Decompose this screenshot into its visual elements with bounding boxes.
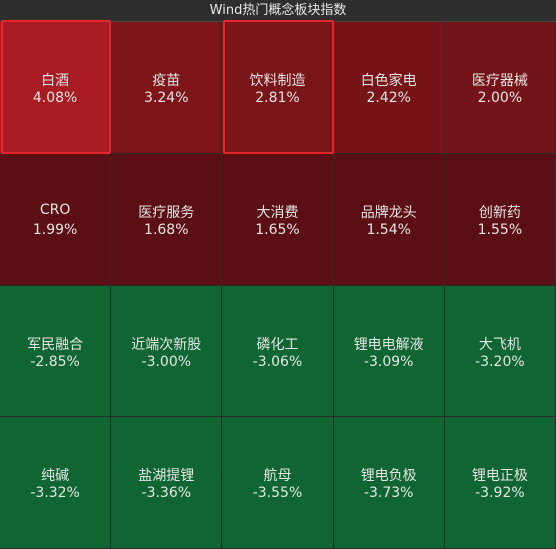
heatmap-cell: 白色家电 2.42%: [333, 22, 445, 154]
cell-value: 1.54%: [366, 221, 411, 238]
heatmap-cell: 锂电负极 -3.73%: [333, 417, 445, 549]
heatmap-cell: 军民融合 -2.85%: [0, 285, 112, 418]
heatmap-cell: 医疗器械 2.00%: [444, 22, 556, 154]
cell-value: 2.42%: [366, 90, 411, 106]
heatmap-cell: CRO 1.99%: [0, 153, 112, 286]
cell-value: 2.00%: [477, 90, 523, 106]
cell-name: 近端次新股: [131, 336, 202, 353]
heatmap-cell: 大消费 1.65%: [222, 153, 334, 286]
heatmap-cell: 磷化工 -3.06%: [222, 285, 334, 418]
cell-value: -3.32%: [30, 485, 80, 502]
cell-value: -3.55%: [252, 485, 303, 502]
cell-value: -3.00%: [141, 353, 192, 370]
cell-value: 1.68%: [144, 221, 189, 238]
cell-name: 军民融合: [27, 336, 84, 353]
cell-value: -3.92%: [475, 485, 525, 502]
cell-value: -3.73%: [363, 485, 414, 502]
cell-value: 1.99%: [32, 221, 78, 238]
cell-name: 医疗服务: [138, 204, 195, 221]
cell-value: -3.09%: [363, 353, 414, 370]
panel-title: Wind热门概念板块指数: [0, 0, 556, 22]
cell-value: -3.06%: [252, 353, 303, 370]
heatmap-cell: 创新药 1.55%: [444, 153, 556, 286]
heatmap-cell: 疫苗 3.24%: [111, 22, 223, 154]
heatmap-cell: 锂电正极 -3.92%: [444, 417, 556, 549]
heatmap-cell: 锂电电解液 -3.09%: [333, 285, 445, 418]
heatmap-cell: 医疗服务 1.68%: [111, 153, 223, 286]
heatmap-cell: 纯碱 -3.32%: [0, 417, 112, 549]
cell-value: 1.55%: [477, 221, 523, 238]
cell-value: 4.08%: [32, 90, 78, 106]
heatmap-cell: 白酒 4.08%: [0, 22, 112, 154]
cell-name: 大消费: [256, 204, 299, 221]
cell-value: 1.65%: [255, 221, 300, 238]
cell-name: 纯碱: [41, 468, 70, 485]
cell-name: 疫苗: [152, 73, 181, 89]
cell-value: -3.20%: [475, 353, 525, 370]
cell-name: 品牌龙头: [360, 204, 417, 221]
highlight-box: [1, 20, 112, 154]
cell-name: CRO: [39, 201, 71, 218]
cell-name: 锂电负极: [360, 468, 417, 485]
cell-name: 磷化工: [256, 336, 299, 353]
cell-name: 锂电电解液: [353, 336, 424, 353]
cell-value: 2.81%: [255, 90, 300, 106]
cell-value: -2.85%: [30, 353, 80, 370]
cell-name: 大飞机: [478, 336, 521, 353]
cell-name: 医疗器械: [471, 73, 528, 89]
heatmap-cell: 近端次新股 -3.00%: [111, 285, 223, 418]
heatmap-cell: 盐湖提锂 -3.36%: [111, 417, 223, 549]
heatmap-cell: 品牌龙头 1.54%: [333, 153, 445, 286]
cell-name: 锂电正极: [471, 468, 528, 485]
cell-name: 饮料制造: [249, 73, 306, 89]
cell-name: 创新药: [478, 204, 521, 221]
heatmap-cell: 大飞机 -3.20%: [444, 285, 556, 418]
cell-value: 3.24%: [144, 90, 189, 106]
cell-name: 盐湖提锂: [138, 468, 195, 485]
heatmap-cell: 航母 -3.55%: [222, 417, 334, 549]
highlight-box: [223, 20, 334, 154]
cell-name: 白酒: [41, 73, 70, 89]
cell-name: 白色家电: [360, 73, 417, 89]
cell-name: 航母: [263, 468, 292, 485]
cell-value: -3.36%: [141, 485, 192, 502]
